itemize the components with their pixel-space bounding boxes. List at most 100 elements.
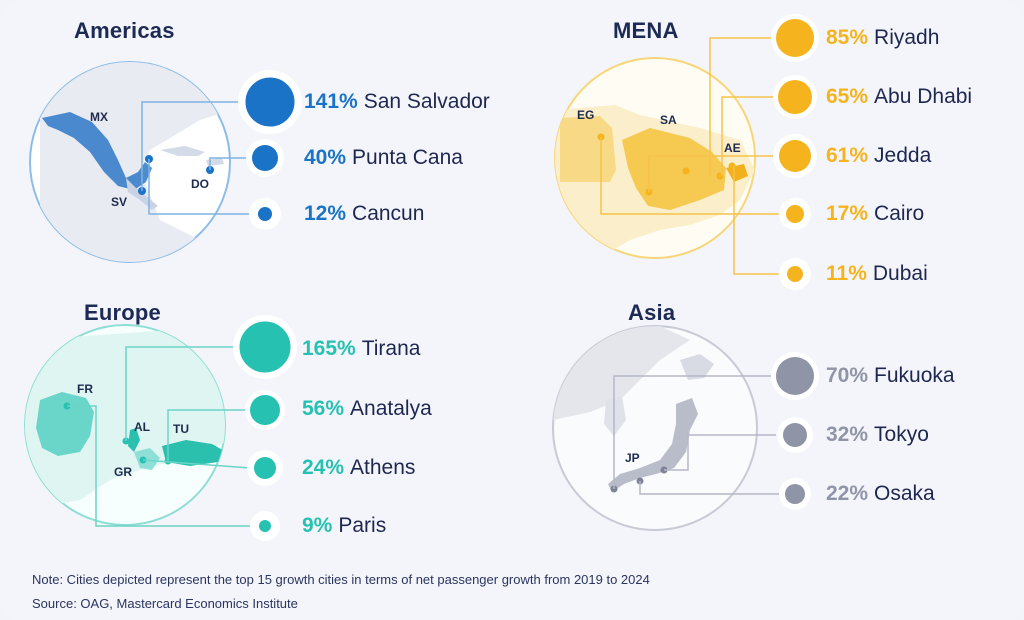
san-salvador-bubble [242, 74, 298, 130]
city-name: Anatalya [350, 397, 432, 420]
city-label-tirana: 165% Tirana [302, 337, 420, 361]
tokyo-bubble [783, 423, 807, 447]
asia-bubbles [771, 352, 819, 510]
code-tu: TU [173, 422, 189, 436]
asia-title: Asia [628, 300, 676, 325]
city-name: Cancun [352, 202, 425, 225]
city-pct: 165% [302, 337, 356, 360]
city-pct: 32% [826, 423, 869, 446]
turkey-shape [162, 440, 225, 466]
city-label-abu-dhabi: 65% Abu Dhabi [826, 85, 972, 109]
riyadh-bubble [776, 19, 814, 57]
mexico-shape [42, 112, 152, 190]
code-fr: FR [77, 382, 93, 396]
abu-dhabi-bubble [778, 80, 812, 114]
europe-globe: FR AL TU GR [24, 324, 226, 526]
cairo-bubble [786, 205, 804, 223]
code-mx: MX [90, 110, 108, 124]
europe-landmass [25, 330, 225, 510]
city-pct: 40% [304, 146, 347, 169]
asia-connectors [613, 375, 780, 495]
asia-globe: JP [552, 325, 758, 531]
osaka-bubble [785, 484, 805, 504]
cancun-bubble [258, 207, 272, 221]
fukuoka-bubble [776, 357, 814, 395]
tirana-bubble [236, 318, 294, 376]
city-label-jedda: 61% Jedda [826, 144, 931, 168]
mena-connectors [600, 37, 781, 275]
city-name: Riyadh [874, 26, 940, 49]
code-ae: AE [724, 141, 741, 155]
mena-title: MENA [613, 18, 679, 43]
code-sa: SA [660, 113, 677, 127]
city-pct: 22% [826, 482, 869, 505]
city-name: San Salvador [363, 90, 490, 113]
city-name: Jedda [874, 144, 932, 167]
city-label-osaka: 22% Osaka [826, 482, 935, 506]
city-pct: 12% [304, 202, 347, 225]
americas-globe: MX SV DO [29, 61, 231, 263]
mena-globe: EG SA AE [554, 57, 756, 259]
city-name: Paris [338, 514, 387, 537]
japan-shape [608, 398, 698, 492]
city-label-paris: 9% Paris [302, 514, 386, 538]
footer-source: Source: OAG, Mastercard Economics Instit… [32, 596, 298, 611]
jedda-bubble [779, 140, 811, 172]
city-pct: 24% [302, 456, 345, 479]
europe-title: Europe [84, 300, 161, 325]
city-name: Cairo [874, 202, 925, 225]
code-eg: EG [577, 108, 594, 122]
city-pct: 56% [302, 397, 345, 420]
city-pct: 70% [826, 364, 869, 387]
city-label-san-salvador: 141% San Salvador [304, 90, 490, 114]
code-jp: JP [625, 451, 640, 465]
punta-cana-bubble [252, 145, 278, 171]
korea-shape [604, 396, 626, 436]
city-name: Punta Cana [352, 146, 463, 169]
city-pct: 85% [826, 26, 869, 49]
americas-landmass [40, 62, 230, 262]
city-pct: 61% [826, 144, 869, 167]
city-label-dubai: 11% Dubai [826, 262, 928, 286]
city-name: Osaka [874, 482, 935, 505]
city-pct: 9% [302, 514, 333, 537]
greece-shape [134, 448, 160, 470]
city-label-anatalya: 56% Anatalya [302, 397, 432, 421]
europe-connectors [67, 346, 256, 527]
city-name: Abu Dhabi [874, 85, 973, 108]
city-name: Tirana [361, 337, 421, 360]
code-al: AL [134, 420, 150, 434]
city-name: Athens [350, 456, 416, 479]
city-label-punta-cana: 40% Punta Cana [304, 146, 463, 170]
city-name: Fukuoka [874, 364, 955, 387]
france-shape [36, 392, 94, 456]
caribbean-islands [160, 146, 224, 166]
europe-bubbles [233, 315, 297, 541]
city-label-fukuoka: 70% Fukuoka [826, 364, 955, 388]
hokkaido-shape [680, 354, 714, 380]
dubai-bubble [787, 266, 803, 282]
city-label-cairo: 17% Cairo [826, 202, 924, 226]
egypt-shape [560, 116, 616, 182]
city-pct: 141% [304, 90, 358, 113]
footer-note: Note: Cities depicted represent the top … [32, 572, 650, 587]
americas-bubbles [238, 70, 302, 230]
mena-bubbles [771, 14, 819, 290]
athens-bubble [254, 457, 276, 479]
city-name: Tokyo [874, 423, 929, 446]
code-sv: SV [111, 195, 127, 209]
anatalya-bubble [250, 395, 280, 425]
city-label-riyadh: 85% Riyadh [826, 26, 939, 50]
americas-connectors [141, 101, 254, 215]
city-label-tokyo: 32% Tokyo [826, 423, 929, 447]
city-name: Dubai [872, 262, 928, 285]
code-gr: GR [114, 465, 132, 479]
code-do: DO [191, 177, 209, 191]
riyadh-map-dot [682, 167, 690, 175]
paris-bubble [259, 520, 271, 532]
city-pct: 65% [826, 85, 869, 108]
city-pct: 17% [826, 202, 869, 225]
city-pct: 11% [826, 262, 867, 285]
